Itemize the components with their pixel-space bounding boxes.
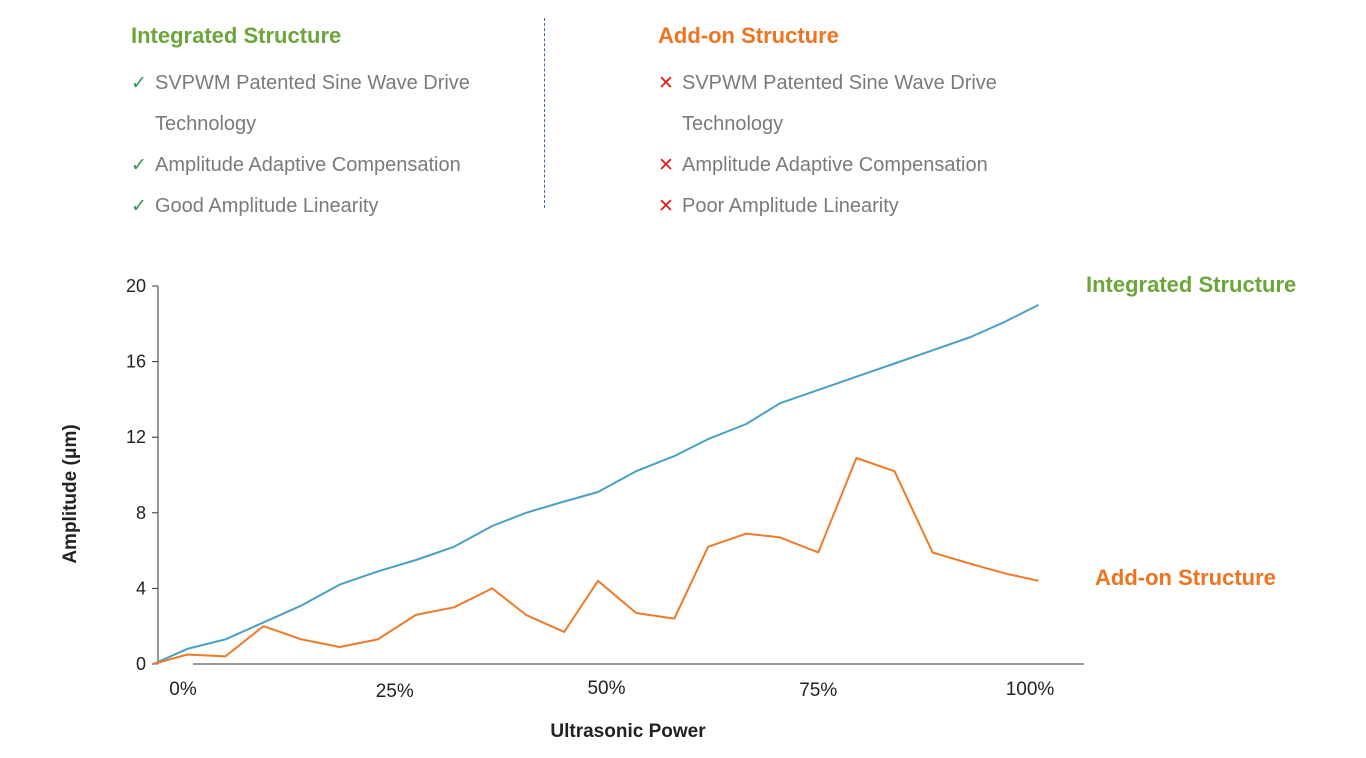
integrated-panel: Integrated Structure ✓ SVPWM Patented Si… (131, 20, 531, 227)
addon-panel-title: Add-on Structure (658, 23, 839, 48)
x-tick-label: 100% (1006, 679, 1055, 700)
x-tick-label: 50% (587, 678, 625, 699)
x-tick-label: 0% (169, 679, 197, 700)
y-tick-label: 12 (126, 427, 146, 447)
y-tick-label: 16 (126, 352, 146, 372)
y-axis-title: Amplitude (μm) (60, 424, 81, 563)
addon-feature-list: ✕ SVPWM Patented Sine Wave Drive Technol… (658, 63, 1078, 227)
feature-text: Amplitude Adaptive Compensation (682, 154, 988, 176)
list-item: ✕ Amplitude Adaptive Compensation (658, 145, 1078, 186)
cross-icon: ✕ (658, 155, 674, 176)
y-tick-label: 0 (136, 654, 146, 674)
y-tick-label: 4 (136, 578, 146, 598)
feature-text-continuation: Technology (155, 113, 257, 135)
list-item-continuation: Technology (658, 104, 1078, 145)
addon-series-line (153, 457, 1039, 665)
feature-text: SVPWM Patented Sine Wave Drive (682, 72, 997, 94)
integrated-series-line (152, 304, 1039, 665)
list-item: ✕ Poor Amplitude Linearity (658, 186, 1078, 227)
feature-text-continuation: Technology (682, 113, 784, 135)
list-item: ✓ Good Amplitude Linearity (131, 186, 531, 227)
list-item: ✓ SVPWM Patented Sine Wave Drive (131, 63, 531, 104)
list-item: ✕ SVPWM Patented Sine Wave Drive (658, 63, 1078, 104)
feature-text: SVPWM Patented Sine Wave Drive (155, 72, 470, 94)
check-icon: ✓ (131, 196, 147, 217)
addon-panel: Add-on Structure ✕ SVPWM Patented Sine W… (658, 20, 1078, 227)
list-item-continuation: Technology (131, 104, 531, 145)
x-axis-title: Ultrasonic Power (550, 721, 706, 742)
feature-text: Poor Amplitude Linearity (682, 195, 899, 217)
feature-text: Good Amplitude Linearity (155, 195, 379, 217)
y-tick-label: 8 (136, 503, 146, 523)
panel-divider (544, 18, 545, 208)
y-tick-label: 20 (126, 276, 146, 296)
cross-icon: ✕ (658, 73, 674, 94)
check-icon: ✓ (131, 73, 147, 94)
x-tick-label: 75% (799, 680, 837, 701)
integrated-series-label: Integrated Structure (1086, 272, 1296, 297)
integrated-panel-title: Integrated Structure (131, 23, 342, 48)
addon-series-label: Add-on Structure (1095, 565, 1276, 590)
feature-text: Amplitude Adaptive Compensation (155, 154, 461, 176)
integrated-feature-list: ✓ SVPWM Patented Sine Wave Drive Technol… (131, 63, 531, 227)
check-icon: ✓ (131, 155, 147, 176)
list-item: ✓ Amplitude Adaptive Compensation (131, 145, 531, 186)
x-tick-label: 25% (376, 681, 414, 702)
cross-icon: ✕ (658, 196, 674, 217)
